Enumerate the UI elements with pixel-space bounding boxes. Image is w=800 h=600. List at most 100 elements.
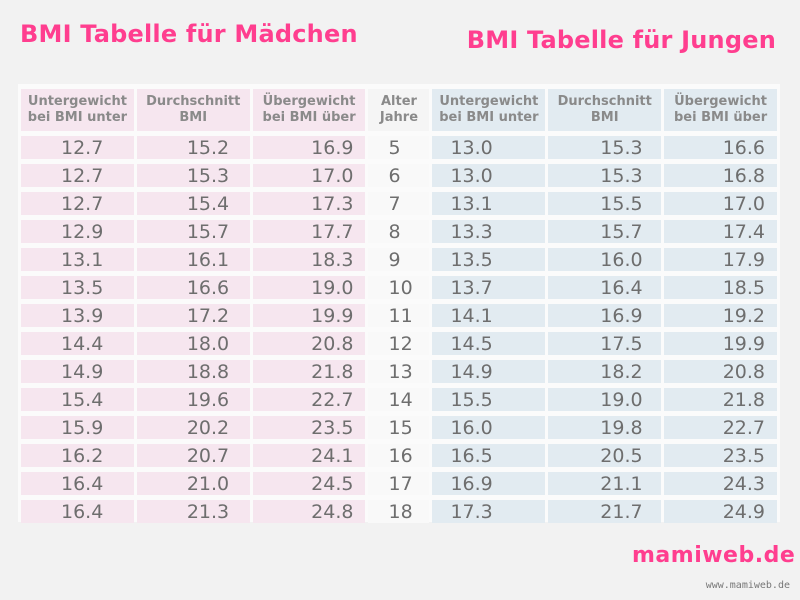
boys-under-cell: 14.1 [432, 304, 546, 327]
girls-avg-cell: 15.7 [136, 220, 250, 243]
girls-under-cell: 13.5 [21, 276, 134, 299]
age-cell: 18 [368, 500, 430, 523]
girls-under-cell: 13.1 [21, 248, 134, 271]
table-row: 12.7 15.2 16.9 5 13.0 15.3 16.6 [21, 136, 777, 159]
boys-avg-cell: 20.5 [548, 444, 662, 467]
table-row: 12.7 15.3 17.0 6 13.0 15.3 16.8 [21, 164, 777, 187]
boys-avg-cell: 15.5 [548, 192, 662, 215]
boys-avg-cell: 21.7 [548, 500, 662, 523]
age-cell: 6 [368, 164, 430, 187]
age-cell: 5 [368, 136, 430, 159]
age-cell: 16 [368, 444, 430, 467]
age-cell: 10 [368, 276, 430, 299]
boys-under-cell: 15.5 [432, 388, 546, 411]
girls-over-cell: 18.3 [252, 248, 366, 271]
boys-over-cell: 19.2 [664, 304, 777, 327]
boys-avg-cell: 15.7 [548, 220, 662, 243]
boys-over-cell: 17.0 [664, 192, 777, 215]
table-row: 16.4 21.0 24.5 17 16.9 21.1 24.3 [21, 472, 777, 495]
boys-over-cell: 23.5 [664, 444, 777, 467]
boys-under-cell: 14.9 [432, 360, 546, 383]
table-header-row: Untergewicht bei BMI unter Durchschnitt BM… [21, 89, 777, 131]
girls-over-cell: 17.7 [252, 220, 366, 243]
boys-avg-cell: 15.3 [548, 164, 662, 187]
age-cell: 13 [368, 360, 430, 383]
table-row: 12.9 15.7 17.7 8 13.3 15.7 17.4 [21, 220, 777, 243]
girls-under-cell: 15.9 [21, 416, 134, 439]
table-row: 14.4 18.0 20.8 12 14.5 17.5 19.9 [21, 332, 777, 355]
boys-avg-cell: 21.1 [548, 472, 662, 495]
boys-under-cell: 13.0 [432, 164, 546, 187]
girls-under-cell: 12.7 [21, 164, 134, 187]
girls-over-cell: 22.7 [252, 388, 366, 411]
boys-over-cell: 16.6 [664, 136, 777, 159]
table-row: 16.2 20.7 24.1 16 16.5 20.5 23.5 [21, 444, 777, 467]
bmi-table: Untergewicht bei BMI unter Durchschnitt BM… [18, 84, 780, 523]
girls-under-cell: 12.7 [21, 136, 134, 159]
girls-under-cell: 13.9 [21, 304, 134, 327]
boys-over-cell: 22.7 [664, 416, 777, 439]
table-row: 16.4 21.3 24.8 18 17.3 21.7 24.9 [21, 500, 777, 523]
header-girls-over: Übergewicht bei BMI über [252, 89, 366, 131]
girls-under-cell: 12.9 [21, 220, 134, 243]
girls-over-cell: 19.0 [252, 276, 366, 299]
header-age: Alter Jahre [368, 89, 430, 131]
girls-under-cell: 16.4 [21, 472, 134, 495]
table-row: 14.9 18.8 21.8 13 14.9 18.2 20.8 [21, 360, 777, 383]
table-row: 13.5 16.6 19.0 10 13.7 16.4 18.5 [21, 276, 777, 299]
header-boys-under: Untergewicht bei BMI unter [432, 89, 546, 131]
boys-under-cell: 13.5 [432, 248, 546, 271]
girls-avg-cell: 20.7 [136, 444, 250, 467]
girls-over-cell: 24.5 [252, 472, 366, 495]
girls-avg-cell: 19.6 [136, 388, 250, 411]
boys-avg-cell: 16.9 [548, 304, 662, 327]
table-row: 15.9 20.2 23.5 15 16.0 19.8 22.7 [21, 416, 777, 439]
age-cell: 15 [368, 416, 430, 439]
girls-under-cell: 16.4 [21, 500, 134, 523]
girls-over-cell: 19.9 [252, 304, 366, 327]
boys-over-cell: 19.9 [664, 332, 777, 355]
site-url[interactable]: www.mamiweb.de [705, 580, 790, 591]
table-row: 15.4 19.6 22.7 14 15.5 19.0 21.8 [21, 388, 777, 411]
age-cell: 11 [368, 304, 430, 327]
girls-avg-cell: 21.3 [136, 500, 250, 523]
boys-under-cell: 16.0 [432, 416, 546, 439]
girls-under-cell: 14.9 [21, 360, 134, 383]
girls-over-cell: 24.1 [252, 444, 366, 467]
boys-avg-cell: 19.8 [548, 416, 662, 439]
girls-under-cell: 16.2 [21, 444, 134, 467]
table-row: 13.1 16.1 18.3 9 13.5 16.0 17.9 [21, 248, 777, 271]
table-row: 12.7 15.4 17.3 7 13.1 15.5 17.0 [21, 192, 777, 215]
girls-avg-cell: 18.0 [136, 332, 250, 355]
girls-avg-cell: 15.2 [136, 136, 250, 159]
girls-avg-cell: 17.2 [136, 304, 250, 327]
girls-avg-cell: 15.4 [136, 192, 250, 215]
boys-table-title: BMI Tabelle für Jungen [466, 26, 776, 54]
boys-over-cell: 16.8 [664, 164, 777, 187]
age-cell: 7 [368, 192, 430, 215]
boys-over-cell: 17.4 [664, 220, 777, 243]
girls-under-cell: 15.4 [21, 388, 134, 411]
girls-table-title: BMI Tabelle für Mädchen [20, 20, 358, 48]
boys-under-cell: 13.3 [432, 220, 546, 243]
girls-over-cell: 24.8 [252, 500, 366, 523]
girls-over-cell: 16.9 [252, 136, 366, 159]
boys-avg-cell: 15.3 [548, 136, 662, 159]
girls-over-cell: 17.3 [252, 192, 366, 215]
boys-under-cell: 16.5 [432, 444, 546, 467]
boys-over-cell: 24.3 [664, 472, 777, 495]
boys-under-cell: 14.5 [432, 332, 546, 355]
header-girls-under: Untergewicht bei BMI unter [21, 89, 134, 131]
boys-avg-cell: 16.4 [548, 276, 662, 299]
header-boys-avg: Durchschnitt BMI [548, 89, 662, 131]
table-row: 13.9 17.2 19.9 11 14.1 16.9 19.2 [21, 304, 777, 327]
mamiweb-logo[interactable]: mamiweb.de [632, 543, 796, 568]
girls-under-cell: 12.7 [21, 192, 134, 215]
girls-over-cell: 20.8 [252, 332, 366, 355]
boys-under-cell: 17.3 [432, 500, 546, 523]
age-cell: 12 [368, 332, 430, 355]
girls-over-cell: 23.5 [252, 416, 366, 439]
age-cell: 8 [368, 220, 430, 243]
girls-avg-cell: 21.0 [136, 472, 250, 495]
boys-under-cell: 16.9 [432, 472, 546, 495]
